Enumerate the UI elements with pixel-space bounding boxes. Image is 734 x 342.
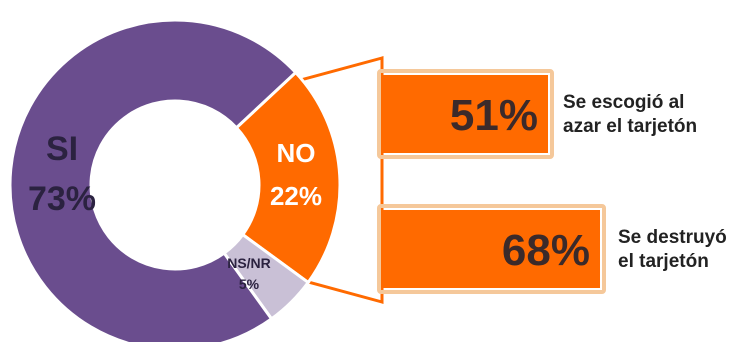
label-nsnr-category: NS/NR — [227, 255, 271, 271]
label-no-value: 22% — [270, 181, 322, 211]
bar-frame — [377, 69, 554, 159]
bar-frame — [377, 204, 606, 294]
bar-value-label: 68% — [502, 226, 590, 275]
bar-category-label: Se escogió al — [563, 92, 684, 113]
bar-category-label: azar el tarjetón — [563, 116, 697, 137]
bar-value-label: 51% — [450, 91, 538, 140]
bar-category-label: Se destruyó — [618, 227, 727, 248]
donut-chart: SI 73% NO 22% NS/NR 5% — [8, 18, 342, 342]
bar-category-label: el tarjetón — [618, 251, 709, 272]
segment-si — [8, 18, 298, 342]
bar — [383, 210, 600, 288]
label-si-category: SI — [46, 130, 78, 168]
bar-chart: 51% Se escogió al azar el tarjetón 68% Se de… — [377, 69, 727, 294]
label-si-value: 73% — [28, 180, 96, 218]
label-no-category: NO — [277, 138, 316, 168]
segment-no — [234, 70, 342, 285]
label-nsnr-value: 5% — [239, 276, 260, 292]
bar — [383, 75, 548, 153]
